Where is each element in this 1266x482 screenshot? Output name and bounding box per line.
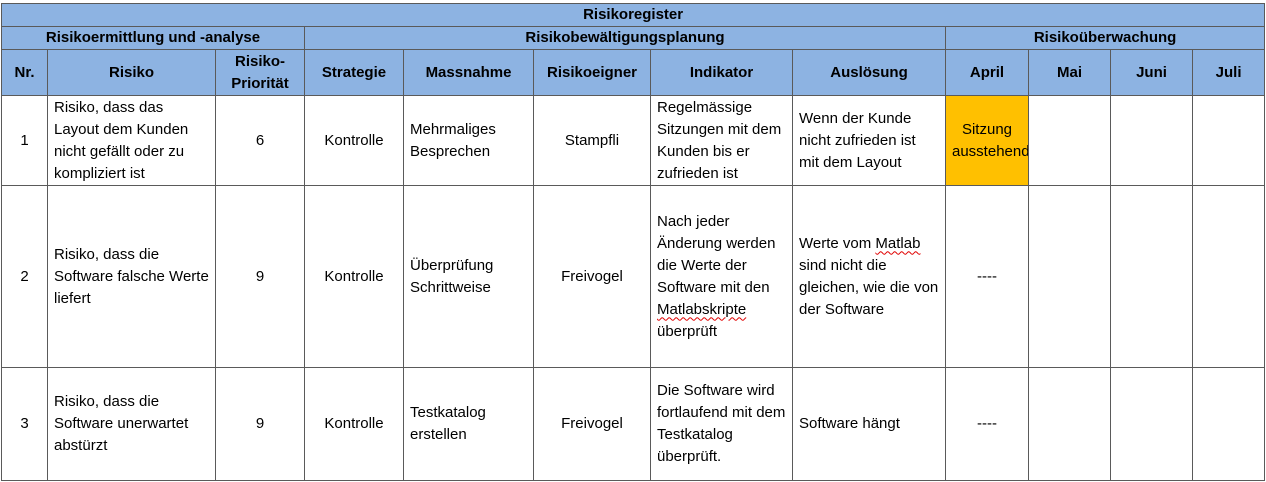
col-july: Juli [1191, 49, 1266, 96]
cell-trigger: Werte vom Matlab sind nicht die gleichen… [792, 185, 946, 368]
cell-risk: Risiko, dass die Software falsche Werte … [47, 185, 216, 368]
cell-indicator: Die Software wird fortlaufend mit dem Te… [650, 367, 793, 481]
cell-risk: Risiko, dass das Layout dem Kunden nicht… [47, 95, 216, 186]
group-analysis: Risikoermittlung und -analyse [1, 26, 305, 50]
cell-risk: Risiko, dass die Software unerwartet abs… [47, 367, 216, 481]
col-strategy: Strategie [304, 49, 404, 96]
cell-indicator: Regelmässige Sitzungen mit dem Kunden bi… [650, 95, 793, 186]
cell-priority: 6 [215, 95, 305, 186]
cell-indicator: Nach jeder Änderung werden die Werte der… [650, 185, 793, 368]
col-june: Juni [1110, 49, 1193, 96]
cell-june [1110, 185, 1193, 368]
cell-measure: Mehrmaliges Besprechen [403, 95, 534, 186]
col-priority-line1: Risiko- [234, 52, 285, 70]
cell-june [1110, 95, 1193, 186]
cell-measure: Testkatalog erstellen [403, 367, 534, 481]
trigger-text-c: sind nicht die gleichen, wie die von der… [799, 256, 939, 318]
cell-may [1028, 367, 1111, 481]
indicator-text-a: Nach jeder Änderung werden die Werte der… [657, 212, 776, 296]
cell-may [1028, 185, 1111, 368]
trigger-spell-word: Matlab [875, 234, 921, 252]
col-nr: Nr. [1, 49, 48, 96]
risk-register-table: Risikoregister Risikoermittlung und -ana… [0, 3, 1266, 481]
cell-april-status: ---- [945, 185, 1029, 368]
cell-nr: 1 [1, 95, 48, 186]
cell-may [1028, 95, 1111, 186]
cell-april-status: Sitzung ausstehend [945, 95, 1029, 186]
cell-april-status: ---- [945, 367, 1029, 481]
cell-trigger: Wenn der Kunde nicht zufrieden ist mit d… [792, 95, 946, 186]
cell-nr: 3 [1, 367, 48, 481]
col-trigger: Auslösung [792, 49, 946, 96]
cell-july [1191, 367, 1266, 481]
indicator-spell-word: Matlabskripte [657, 300, 747, 318]
indicator-text-c: überprüft [657, 322, 718, 340]
col-priority-line2: Priorität [231, 74, 289, 92]
col-owner: Risikoeigner [533, 49, 651, 96]
cell-strategy: Kontrolle [304, 185, 404, 368]
cell-strategy: Kontrolle [304, 367, 404, 481]
trigger-text-a: Werte vom [799, 234, 872, 252]
table-row: 1 Risiko, dass das Layout dem Kunden nic… [1, 95, 1266, 186]
cell-owner: Stampfli [533, 95, 651, 186]
col-may: Mai [1028, 49, 1111, 96]
group-monitoring: Risikoüberwachung [944, 26, 1266, 50]
cell-june [1110, 367, 1193, 481]
cell-july [1191, 95, 1266, 186]
cell-strategy: Kontrolle [304, 95, 404, 186]
table-title: Risikoregister [0, 3, 1266, 27]
col-indicator: Indikator [650, 49, 793, 96]
cell-measure: Überprüfung Schrittweise [403, 185, 534, 368]
col-priority: Risiko- Priorität [215, 49, 305, 96]
cell-july [1191, 185, 1266, 368]
cell-trigger: Software hängt [792, 367, 946, 481]
table-row: 3 Risiko, dass die Software unerwartet a… [1, 367, 1266, 481]
group-planning: Risikobewältigungsplanung [304, 26, 946, 50]
cell-nr: 2 [1, 185, 48, 368]
cell-priority: 9 [215, 367, 305, 481]
cell-owner: Freivogel [533, 185, 651, 368]
col-risk: Risiko [47, 49, 216, 96]
col-measure: Massnahme [403, 49, 534, 96]
cell-owner: Freivogel [533, 367, 651, 481]
col-april: April [945, 49, 1029, 96]
cell-priority: 9 [215, 185, 305, 368]
table-row: 2 Risiko, dass die Software falsche Wert… [1, 185, 1266, 368]
